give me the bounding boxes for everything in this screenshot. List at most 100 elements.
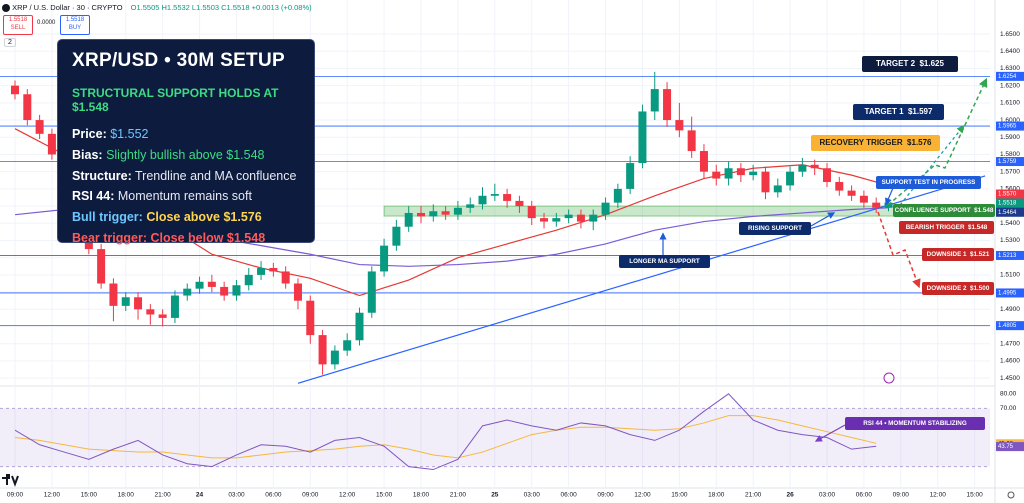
x-tick-label: 25: [491, 492, 499, 499]
annotation: LONGER MA SUPPORT: [619, 255, 710, 268]
x-tick-label: 15:00: [966, 492, 983, 499]
pointer-arrow: [810, 212, 836, 227]
candle-body: [786, 171, 795, 186]
level-label: 1.4995: [998, 291, 1017, 297]
buy-button[interactable]: 1.5518 BUY: [60, 15, 90, 35]
candle-body: [23, 94, 32, 121]
annotation: TARGET 2 $1.625: [862, 56, 958, 72]
annotation: RECOVERY TRIGGER $1.576: [811, 135, 940, 151]
rsi-band: [0, 408, 990, 467]
spread: 0.0000: [37, 20, 56, 26]
candle-body: [429, 211, 438, 217]
candle-body: [687, 130, 696, 152]
indicator-count[interactable]: 2: [4, 38, 16, 47]
candle-body: [626, 163, 635, 189]
x-tick-label: 06:00: [560, 492, 577, 499]
candle-body: [158, 314, 167, 318]
candle-body: [392, 226, 401, 246]
y-tick-label: 1.5800: [1000, 151, 1020, 158]
marks: 1.45001.46001.47001.48001.49001.50001.51…: [7, 31, 1024, 499]
candle-body: [822, 168, 831, 182]
y-tick-label: 1.5300: [1000, 237, 1020, 244]
candle-body: [293, 283, 302, 301]
candle-body: [872, 202, 881, 208]
symbol: XRP / U.S. Dollar · 30 · CRYPTO: [12, 3, 123, 12]
panel-lines: Price: $1.552 Bias: Slightly bullish abov…: [72, 124, 300, 249]
panel-text: Slightly bullish above $1.548: [106, 147, 265, 162]
panel-text: Momentum remains soft: [117, 189, 252, 204]
candle-body: [724, 168, 733, 179]
buy-label: BUY: [68, 25, 82, 31]
candle-body: [281, 271, 290, 284]
y-tick-label: 1.5400: [1000, 220, 1020, 227]
panel-title: XRP/USD • 30M SETUP: [72, 50, 285, 71]
level-tag: [996, 321, 1024, 331]
header: XRP / U.S. Dollar · 30 · CRYPTO O1.5505 …: [2, 3, 312, 13]
candle-body: [650, 89, 659, 112]
x-tick-label: 03:00: [524, 492, 541, 499]
level-label: 1.5518: [998, 201, 1017, 207]
rsi-line: [14, 393, 877, 471]
panel-text: $1.552: [110, 127, 149, 141]
trendline: [297, 175, 986, 384]
y-tick-label: 1.6300: [1000, 65, 1020, 72]
y-tick-label: 1.4600: [1000, 358, 1020, 365]
x-tick-label: 18:00: [413, 492, 430, 499]
level-tag: [996, 157, 1024, 167]
candle-body: [441, 211, 450, 215]
x-tick-label: 09:00: [893, 492, 910, 499]
candle-body: [453, 207, 462, 215]
candle-body: [859, 195, 868, 203]
x-tick-label: 18:00: [708, 492, 725, 499]
sell-button[interactable]: 1.5518 SELL: [3, 15, 33, 35]
candle-body: [552, 218, 561, 222]
candle-body: [170, 295, 179, 318]
level-tag: [996, 121, 1024, 131]
candle-body: [736, 168, 745, 176]
x-tick-label: 12:00: [44, 492, 61, 499]
panel-label: Price:: [72, 127, 107, 141]
level-tag: [996, 250, 1024, 260]
candle-body: [847, 190, 856, 196]
y-tick-label: 1.4900: [1000, 306, 1020, 313]
level-label: 1.5213: [998, 253, 1017, 259]
level-label: 1.5965: [998, 124, 1017, 130]
candle-body: [601, 202, 610, 215]
icon: [883, 372, 895, 384]
x-tick-label: 03:00: [228, 492, 245, 499]
candle-body: [146, 309, 155, 315]
candle-body: [97, 249, 106, 284]
x-tick-label: 06:00: [265, 492, 282, 499]
candle-body: [835, 181, 844, 191]
x-tick-label: 12:00: [634, 492, 651, 499]
candle-body: [269, 268, 278, 272]
drawings: [0, 0, 991, 487]
x-tick-label: 09:00: [302, 492, 319, 499]
candle-body: [195, 281, 204, 289]
pointer-arrow: [814, 424, 846, 442]
panel-label: RSI 44:: [72, 189, 115, 204]
candle-body: [773, 185, 782, 193]
bear-path: [877, 211, 921, 289]
candle-body: [490, 194, 499, 196]
annotation: BEARISH TRIGGER $1.548: [899, 221, 994, 234]
panel-line: RSI 44: Momentum remains soft: [72, 186, 300, 207]
candle-body: [515, 200, 524, 207]
symbol-icon: [2, 4, 10, 13]
rsi-value-tag: [996, 442, 1024, 452]
level-label: 1.6254: [998, 74, 1017, 80]
candle-body: [663, 89, 672, 121]
panel-text: Close below $1.548: [150, 230, 266, 245]
y-tick-label: 1.6400: [1000, 48, 1020, 55]
sell-price: 1.5518: [8, 17, 28, 23]
x-tick-label: 15:00: [671, 492, 688, 499]
level-label: 1.5570: [998, 192, 1017, 198]
sell-label: SELL: [10, 25, 26, 31]
y-tick-label: 1.5700: [1000, 168, 1020, 175]
panel-line: Bear trigger: Close below $1.548: [72, 228, 300, 249]
candle-body: [232, 285, 241, 296]
settings-icon: [1007, 491, 1015, 499]
candle-body: [527, 206, 536, 219]
x-tick-label: 09:00: [7, 492, 24, 499]
